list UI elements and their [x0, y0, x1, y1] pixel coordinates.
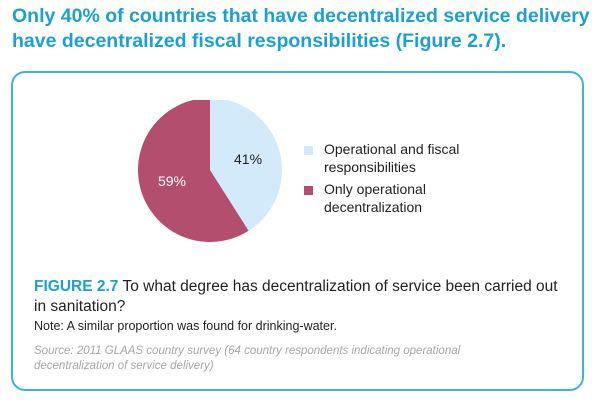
legend-item-only-operational: Only operational decentralization — [302, 180, 502, 216]
figure-label: FIGURE 2.7 — [34, 278, 119, 295]
legend-swatch-operational-fiscal — [304, 146, 313, 155]
legend-item-operational-fiscal: Operational and fiscal responsibilities — [302, 140, 502, 176]
pie-slice-operational-fiscal — [210, 100, 282, 231]
pie-chart: 41% 59% — [138, 100, 282, 242]
pie-label-only-operational: 59% — [158, 173, 186, 189]
headline-line-2: have decentralized fiscal responsibiliti… — [12, 30, 507, 52]
figure-source: Source: 2011 GLAAS country survey (64 co… — [34, 345, 461, 372]
legend-label-only-operational: Only operational decentralization — [324, 181, 426, 215]
pie-slice-only-operational — [138, 100, 249, 242]
figure-panel — [11, 71, 584, 391]
figure-caption: FIGURE 2.7 To what degree has decentrali… — [34, 277, 564, 317]
legend-swatch-only-operational — [304, 186, 313, 195]
chart-legend: Operational and fiscal responsibilities … — [302, 140, 502, 220]
headline: Only 40% of countries that have decentra… — [12, 4, 592, 54]
legend-label-operational-fiscal: Operational and fiscal responsibilities — [324, 141, 460, 175]
headline-line-1: Only 40% of countries that have decentra… — [12, 5, 590, 27]
pie-label-operational-fiscal: 41% — [234, 151, 262, 167]
figure-note: Note: A similar proportion was found for… — [34, 319, 337, 333]
figure-caption-text: To what degree has decentralization of s… — [34, 278, 558, 315]
